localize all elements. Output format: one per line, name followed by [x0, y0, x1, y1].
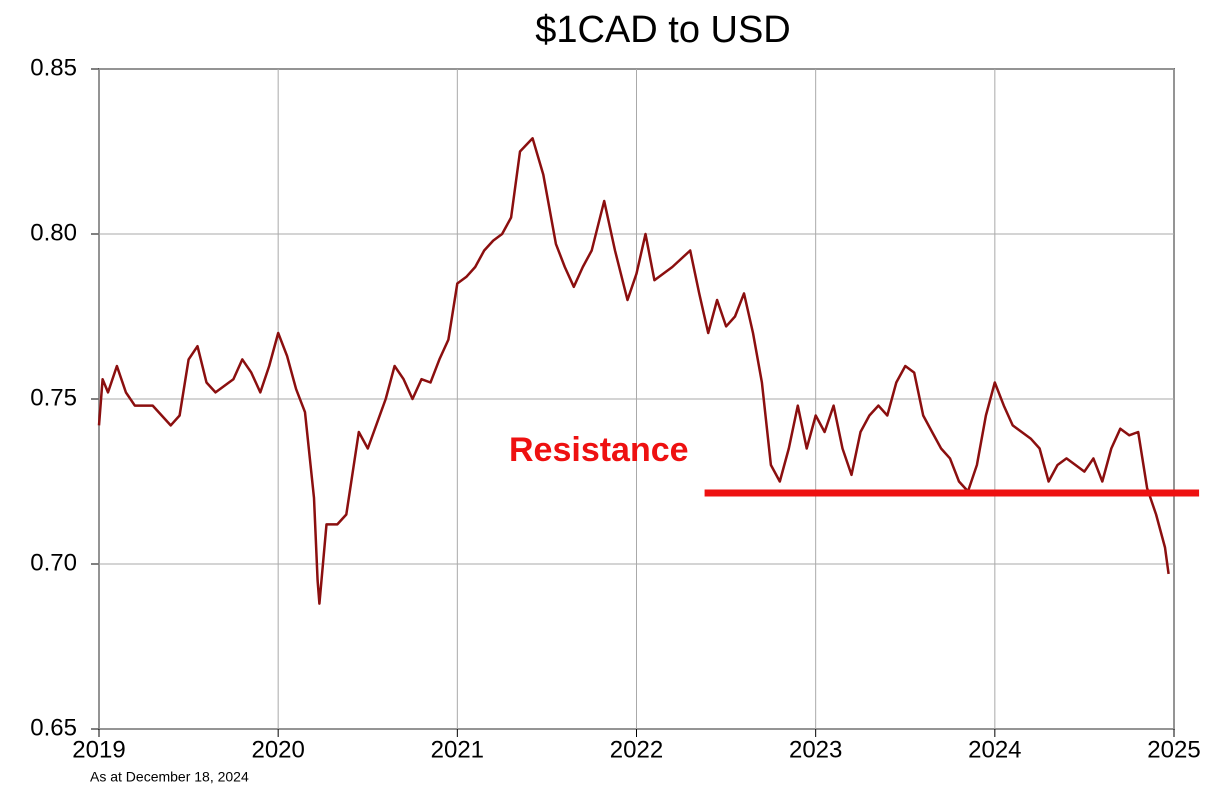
chart-title: $1CAD to USD: [535, 9, 791, 51]
resistance-label: Resistance: [509, 431, 689, 469]
x-tick-label: 2025: [1147, 736, 1200, 763]
y-tick-label: 0.75: [30, 384, 77, 411]
x-tick-label: 2019: [72, 736, 125, 763]
x-tick-label: 2022: [610, 736, 663, 763]
x-tick-label: 2021: [431, 736, 484, 763]
y-tick-label: 0.70: [30, 549, 77, 576]
line-series: [97, 137, 1170, 605]
footnote: As at December 18, 2024: [90, 769, 249, 785]
x-tick-label: 2024: [968, 736, 1021, 763]
y-tick-label: 0.65: [30, 714, 77, 741]
y-tick-label: 0.80: [30, 219, 77, 246]
y-tick-label: 0.85: [30, 54, 77, 81]
x-tick-label: 2020: [251, 736, 304, 763]
x-tick-label: 2023: [789, 736, 842, 763]
